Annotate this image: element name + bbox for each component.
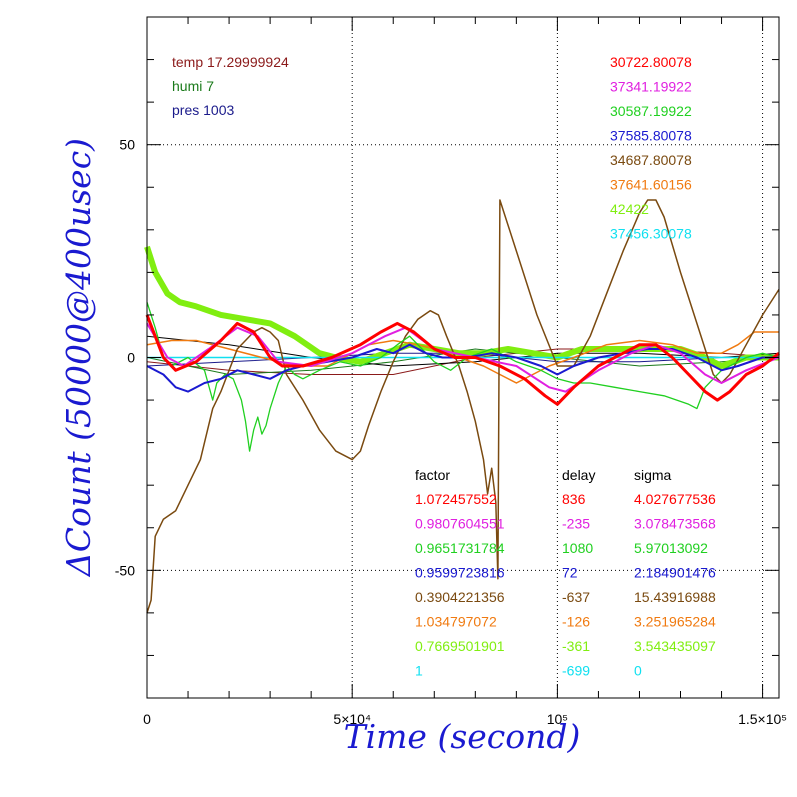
tick-labels: 0 5×10⁴ 10⁵ 1.5×10⁵ -50 0 50 [115, 137, 787, 727]
table-cell: -126 [562, 614, 590, 630]
x-tick-label: 5×10⁴ [333, 711, 371, 727]
legend-entry: 30722.80078 [610, 54, 692, 70]
legend-entry: 37341.19922 [610, 79, 692, 95]
table-cell: 15.43916988 [634, 589, 716, 605]
env-labels: temp 17.29999924 humi 7 pres 1003 [172, 54, 289, 118]
table-cell: 0.7669501901 [415, 638, 505, 654]
y-axis-title: ΔCount (50000@400usec) [59, 138, 98, 578]
table-cell: 0.9651731784 [415, 540, 505, 556]
legend-entry: 42422 [610, 201, 649, 217]
series-line [145, 314, 780, 406]
legend-entry: 34687.80078 [610, 152, 692, 168]
table-cell: -637 [562, 589, 590, 605]
legend-entry: 37641.60156 [610, 177, 692, 193]
plot-lines [144, 199, 780, 614]
x-tick-label: 1.5×10⁵ [738, 711, 787, 727]
x-tick-label: 0 [143, 711, 151, 727]
table-cell: 0.3904221356 [415, 589, 505, 605]
table-cell: 5.97013092 [634, 540, 708, 556]
table-cell: 3.078473568 [634, 516, 716, 532]
table-cell: 4.027677536 [634, 491, 716, 507]
series-line [146, 343, 779, 393]
reference-curve [146, 348, 780, 376]
series-legend: 30722.80078 37341.19922 30587.19922 37585.8… [610, 54, 692, 242]
series-line [146, 322, 780, 393]
stats-table: factor delay sigma 1.072457552 836 4.02767753… [415, 467, 716, 679]
y-tick-label: 0 [127, 350, 135, 366]
table-cell: 0.9807604551 [415, 516, 505, 532]
env-label: pres 1003 [172, 102, 234, 118]
table-cell: -699 [562, 663, 590, 679]
table-cell: -361 [562, 638, 590, 654]
legend-entry: 37585.80078 [610, 128, 692, 144]
env-label: humi 7 [172, 78, 214, 94]
table-cell: 1.034797072 [415, 614, 497, 630]
table-cell: 3.543435097 [634, 638, 716, 654]
table-cell: 0 [634, 663, 642, 679]
table-cell: -235 [562, 516, 590, 532]
table-cell: 2.184901476 [634, 565, 716, 581]
legend-entry: 37456.30078 [610, 226, 692, 242]
table-header: delay [562, 467, 595, 483]
table-cell: 72 [562, 565, 578, 581]
axis-ticks [147, 17, 779, 698]
env-label: temp 17.29999924 [172, 54, 289, 70]
table-header: sigma [634, 467, 672, 483]
table-cell: 836 [562, 491, 586, 507]
y-tick-label: 50 [119, 137, 135, 153]
table-cell: 3.251965284 [634, 614, 716, 630]
table-cell: 0.9599723816 [415, 565, 505, 581]
table-header: factor [415, 467, 450, 483]
table-cell: 1.072457552 [415, 491, 497, 507]
legend-entry: 30587.19922 [610, 103, 692, 119]
table-cell: 1080 [562, 540, 593, 556]
x-tick-label: 10⁵ [547, 711, 568, 727]
x-axis-title: Time (second) [344, 717, 581, 756]
y-tick-label: -50 [115, 562, 135, 578]
series-line [146, 302, 780, 452]
table-cell: 1 [415, 663, 423, 679]
series-line [146, 199, 780, 614]
